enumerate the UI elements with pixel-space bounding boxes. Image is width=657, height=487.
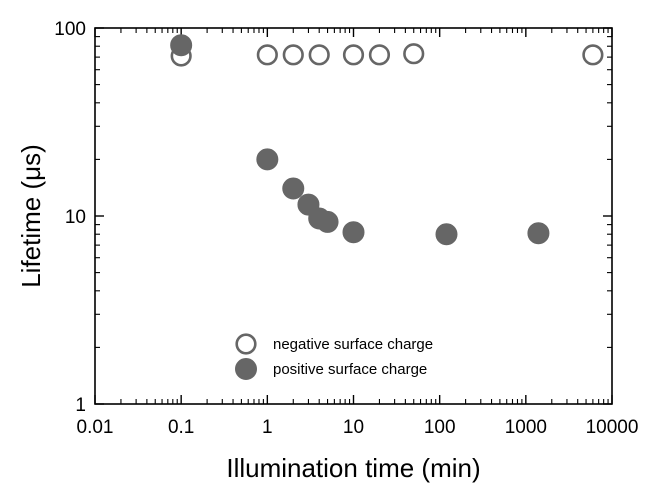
data-point-negative (282, 44, 304, 66)
data-point-positive (435, 223, 458, 246)
y-axis-title: Lifetime (μs) (16, 144, 46, 288)
legend-marker-positive (235, 358, 257, 380)
data-point-negative (368, 44, 391, 66)
data-point-positive (282, 177, 305, 200)
y-tick-label: 1 (75, 395, 86, 416)
legend-label-positive: positive surface charge (273, 361, 427, 378)
x-tick-label: 1 (262, 417, 273, 438)
legend: negative surface charge positive surface… (235, 333, 433, 380)
data-point-negative (403, 43, 425, 65)
tick-labels: 0.01 0.1 1 10 100 1000 10000 1 10 100 (54, 19, 638, 438)
data-point-positive (527, 222, 550, 245)
x-tick-label: 0.01 (77, 417, 114, 438)
data-point-positive (256, 148, 279, 171)
x-tick-label: 10000 (586, 417, 639, 438)
y-tick-label: 100 (54, 19, 86, 40)
plot-points (170, 34, 604, 246)
x-tick-label: 100 (424, 417, 456, 438)
plot-frame (94, 27, 613, 405)
data-point-negative (582, 44, 604, 66)
data-point-positive (342, 221, 365, 244)
legend-marker-negative (235, 333, 257, 355)
y-tick-label: 10 (65, 207, 86, 228)
legend-label-negative: negative surface charge (273, 336, 433, 353)
x-axis-title: Illumination time (min) (226, 453, 480, 483)
data-point-negative (256, 44, 278, 66)
x-tick-label: 1000 (505, 417, 547, 438)
x-tick-label: 10 (343, 417, 364, 438)
data-point-negative (342, 44, 365, 66)
data-point-negative (308, 44, 330, 66)
minor-ticks (95, 28, 612, 404)
data-point-positive (316, 210, 339, 233)
data-point-positive (170, 34, 193, 57)
x-tick-label: 0.1 (168, 417, 194, 438)
